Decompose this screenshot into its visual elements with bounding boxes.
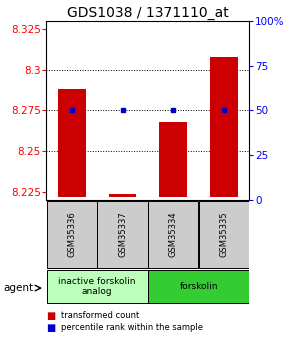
- Text: agent: agent: [3, 283, 33, 293]
- Text: ■: ■: [46, 311, 56, 321]
- Text: forskolin: forskolin: [180, 282, 218, 291]
- Bar: [148, 270, 249, 303]
- Bar: [148, 201, 198, 268]
- Bar: [108, 194, 137, 197]
- Text: transformed count: transformed count: [61, 311, 139, 320]
- Bar: [199, 201, 249, 268]
- Bar: [210, 57, 238, 197]
- Text: GSM35337: GSM35337: [118, 212, 127, 257]
- Bar: [58, 89, 86, 197]
- Title: GDS1038 / 1371110_at: GDS1038 / 1371110_at: [67, 6, 229, 20]
- Text: inactive forskolin
analog: inactive forskolin analog: [58, 277, 136, 296]
- Bar: [97, 201, 148, 268]
- Text: ■: ■: [46, 323, 56, 333]
- Text: GSM35335: GSM35335: [220, 212, 229, 257]
- Bar: [159, 122, 187, 197]
- Text: percentile rank within the sample: percentile rank within the sample: [61, 323, 203, 332]
- Bar: [47, 270, 148, 303]
- Bar: [47, 201, 97, 268]
- Text: GSM35334: GSM35334: [169, 212, 178, 257]
- Text: GSM35336: GSM35336: [67, 212, 76, 257]
